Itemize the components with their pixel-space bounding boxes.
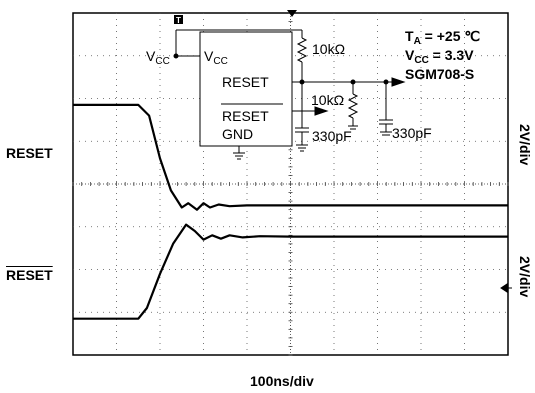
schematic-labels: VCC VCC RESET RESET GND 10kΩ 10kΩ 330pF … bbox=[146, 41, 432, 144]
plot-traces bbox=[73, 103, 508, 320]
ta-annotation: TA = +25 ℃ bbox=[405, 28, 480, 47]
vcc-left-label: VCC bbox=[146, 48, 170, 67]
ic-body bbox=[199, 31, 293, 147]
vcc-annotation: VCC = 3.3V bbox=[405, 47, 474, 66]
reset-channel-label: RESET bbox=[6, 145, 53, 161]
trigger-level-marker bbox=[500, 283, 512, 293]
reset-bar-channel-label: RESET bbox=[6, 267, 53, 283]
c2-label: 330pF bbox=[392, 125, 432, 141]
gnd-pin-label: GND bbox=[222, 126, 253, 142]
trigger-marker-label: T bbox=[176, 16, 181, 25]
trigger-marker-top: T bbox=[174, 15, 183, 25]
reset-scale-label: 2V/div bbox=[517, 124, 533, 166]
trigger-position-marker bbox=[287, 10, 297, 17]
resistor-r2 bbox=[347, 93, 359, 119]
schematic-inset bbox=[173, 29, 406, 160]
trace-reset-bar bbox=[73, 223, 508, 320]
trace-reset bbox=[73, 103, 508, 211]
reset-bar-scale-label: 2V/div bbox=[517, 256, 533, 298]
reset-pin-label: RESET bbox=[222, 74, 269, 90]
resistor-r1 bbox=[296, 37, 308, 63]
r2-label: 10kΩ bbox=[311, 92, 344, 108]
x-axis-label: 100ns/div bbox=[250, 373, 314, 389]
vcc-pin-label: VCC bbox=[204, 48, 228, 67]
r1-label: 10kΩ bbox=[312, 41, 345, 57]
c1-label: 330pF bbox=[312, 128, 352, 144]
reset-bar-pin-label: RESET bbox=[222, 108, 269, 124]
part-annotation: SGM708-S bbox=[405, 66, 474, 82]
conditions-annotation: TA = +25 ℃ VCC = 3.3V SGM708-S bbox=[405, 28, 480, 82]
